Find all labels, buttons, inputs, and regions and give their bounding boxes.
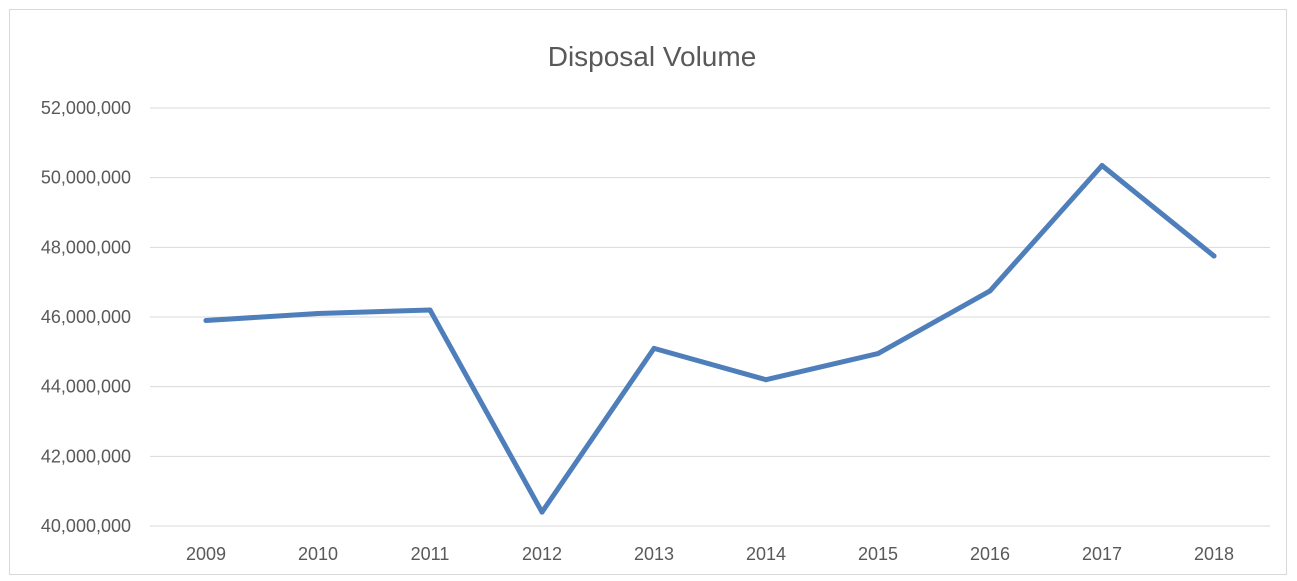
data-point xyxy=(987,288,993,294)
data-point xyxy=(1211,253,1217,259)
data-point xyxy=(875,351,881,357)
y-tick-label: 48,000,000 xyxy=(41,237,131,257)
x-tick-label: 2017 xyxy=(1082,544,1122,564)
y-tick-label: 44,000,000 xyxy=(41,377,131,397)
x-tick-label: 2018 xyxy=(1194,544,1234,564)
series-line xyxy=(203,163,1217,515)
data-point xyxy=(1099,162,1105,168)
data-point xyxy=(539,509,545,515)
x-tick-label: 2015 xyxy=(858,544,898,564)
x-tick-label: 2016 xyxy=(970,544,1010,564)
y-tick-label: 46,000,000 xyxy=(41,307,131,327)
x-tick-label: 2011 xyxy=(411,544,450,564)
data-point xyxy=(315,311,321,317)
chart-title: Disposal Volume xyxy=(548,41,757,72)
series-layer xyxy=(203,162,1217,515)
x-tick-label: 2009 xyxy=(186,544,226,564)
y-tick-label: 52,000,000 xyxy=(41,98,131,118)
chart-frame xyxy=(9,9,1287,575)
x-tick-label: 2014 xyxy=(746,544,786,564)
y-tick-label: 50,000,000 xyxy=(41,168,131,188)
x-tick-label: 2012 xyxy=(522,544,562,564)
data-point xyxy=(651,345,657,351)
data-point xyxy=(203,317,209,323)
y-tick-label: 40,000,000 xyxy=(41,516,131,536)
data-point xyxy=(427,307,433,313)
data-point xyxy=(763,377,769,383)
x-tick-label: 2010 xyxy=(298,544,338,564)
x-tick-label: 2013 xyxy=(634,544,674,564)
y-axis-tick-labels: 40,000,000 42,000,000 44,000,000 46,000,000… xyxy=(41,98,131,536)
x-axis-tick-labels: 2009 2010 2011 2012 2013 2014 2015 2016 2017 2018 xyxy=(186,544,1234,564)
y-tick-label: 42,000,000 xyxy=(41,446,131,466)
gridlines xyxy=(150,107,1270,527)
